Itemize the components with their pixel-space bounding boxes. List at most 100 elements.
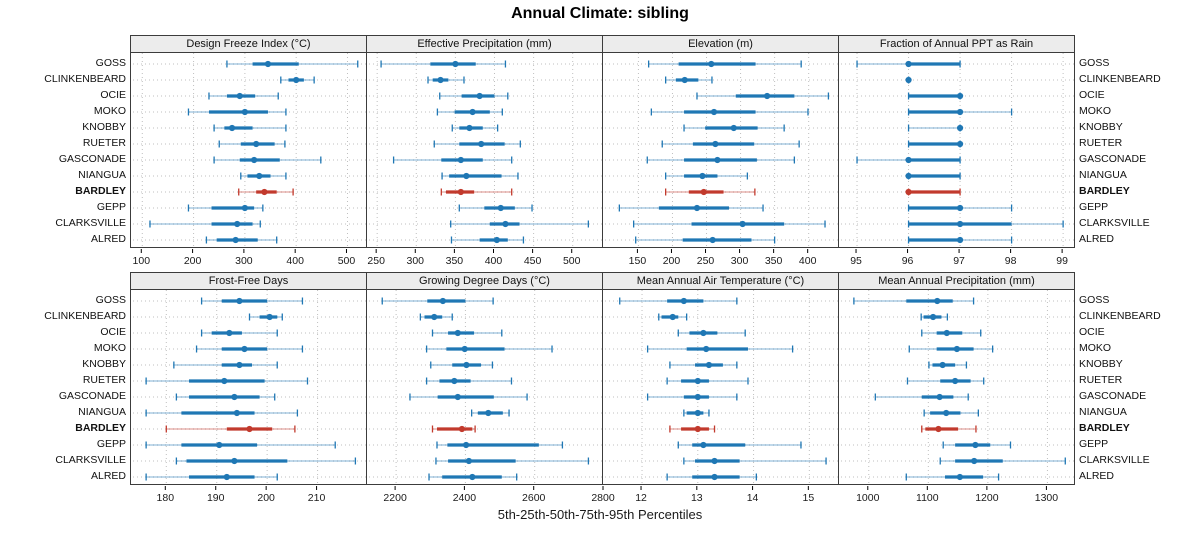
percentile-range-niangua	[683, 409, 710, 417]
median-dot	[956, 220, 964, 228]
median-dot	[241, 204, 248, 212]
percentile-range-goss	[619, 297, 738, 305]
median-dot	[232, 236, 239, 244]
median-dot	[943, 329, 950, 337]
percentile-range-goss	[380, 60, 507, 68]
panel-axis-mean-annual-precipitation-mm: 1000 1100 1200 1300	[838, 486, 1075, 504]
median-dot	[469, 108, 476, 116]
percentile-range-niangua	[470, 409, 510, 417]
median-dot	[705, 361, 713, 369]
site-label-rueter: RUETER	[82, 137, 126, 149]
site-label-alred: ALRED	[1079, 233, 1115, 245]
percentile-range-moko	[425, 345, 553, 353]
median-dot	[764, 92, 771, 100]
panel-plot-fraction-of-annual-ppt-as-rain	[838, 52, 1075, 249]
percentile-range-rueter	[433, 140, 521, 148]
percentile-range-alred	[905, 473, 1000, 481]
percentile-range-clinkenbeard	[665, 76, 713, 84]
percentile-range-clarksville	[939, 457, 1066, 465]
site-label-ocie: OCIE	[100, 89, 126, 101]
median-dot	[221, 377, 228, 385]
median-dot	[485, 409, 492, 417]
median-dot	[431, 313, 438, 321]
site-label-moko: MOKO	[93, 105, 126, 117]
percentile-range-clinkenbeard	[248, 313, 283, 321]
panel-header-fraction-of-annual-ppt-as-rain: Fraction of Annual PPT as Rain	[838, 35, 1075, 53]
median-dot	[711, 457, 718, 465]
percentile-range-alred	[205, 236, 278, 244]
percentile-range-moko	[908, 345, 994, 353]
median-dot	[956, 473, 963, 481]
axis-canvas-frost-free-days: 180 190 200 210	[157, 486, 326, 504]
panel-plot-elevation-m	[602, 52, 839, 249]
percentile-range-knobby	[928, 361, 968, 369]
site-label-clinkenbeard: CLINKENBEARD	[1079, 310, 1161, 322]
axis-tick-label: 210	[308, 492, 326, 504]
panel-canvas-design-freeze-index-c	[133, 53, 366, 249]
median-dot	[451, 377, 458, 385]
axis-tick-label: 400	[485, 255, 503, 267]
panel-plot-mean-annual-air-temperature-c	[602, 289, 839, 486]
percentile-range-rueter	[907, 140, 964, 148]
percentile-range-clarksville	[632, 220, 826, 228]
median-dot	[266, 313, 273, 321]
median-dot	[956, 124, 964, 132]
site-label-gepp: GEPP	[1079, 438, 1109, 450]
median-dot	[256, 172, 263, 180]
percentile-range-goss	[856, 60, 961, 68]
axis-tick-label: 300	[731, 255, 749, 267]
median-dot	[231, 393, 238, 401]
median-dot	[458, 425, 466, 433]
median-dot	[694, 425, 701, 433]
axis-tick-label: 14	[747, 492, 759, 504]
percentile-range-gasconade	[392, 156, 513, 164]
axis-tick-label: 190	[207, 492, 225, 504]
percentile-range-ocie	[208, 92, 279, 100]
median-dot	[246, 425, 253, 433]
percentile-range-knobby	[669, 361, 738, 369]
panel-axis-elevation-m: 150 200 250 300 350 400	[602, 249, 839, 267]
site-label-ocie: OCIE	[1079, 326, 1105, 338]
site-label-bardley: BARDLEY	[75, 422, 126, 434]
percentile-range-alred	[450, 236, 525, 244]
axis-tick-label: 96	[902, 255, 914, 267]
median-dot	[216, 441, 223, 449]
site-label-alred: ALRED	[1079, 470, 1115, 482]
percentile-range-bardley	[665, 188, 756, 196]
median-dot	[251, 156, 258, 164]
site-label-rueter: RUETER	[82, 374, 126, 386]
panel-plot-frost-free-days	[130, 289, 367, 486]
median-dot	[710, 108, 718, 116]
median-dot	[694, 393, 701, 401]
median-dot	[943, 409, 950, 417]
median-dot	[694, 409, 701, 417]
site-label-niangua: NIANGUA	[78, 406, 126, 418]
panel-axis-growing-degree-days-c: 2200 2400 2600 2800	[366, 486, 615, 504]
median-dot	[699, 172, 706, 180]
percentile-range-gepp	[907, 204, 1013, 212]
percentile-range-gasconade	[646, 156, 796, 164]
median-dot	[457, 188, 464, 196]
axis-canvas-elevation-m: 150 200 250 300 350 400	[629, 249, 817, 267]
percentile-range-goss	[647, 60, 802, 68]
percentile-range-bardley	[905, 188, 961, 196]
median-dot	[502, 220, 509, 228]
axis-tick-label: 200	[663, 255, 681, 267]
median-dot	[463, 172, 470, 180]
axis-tick-label: 1100	[916, 492, 939, 504]
axis-tick-label: 95	[850, 255, 862, 267]
panel-canvas-mean-annual-air-temperature-c	[605, 290, 838, 486]
panel-canvas-elevation-m	[605, 53, 838, 249]
axis-tick-label: 400	[799, 255, 817, 267]
site-label-gasconade: GASCONADE	[1079, 390, 1147, 402]
axis-tick-label: 2200	[383, 492, 407, 504]
site-label-clarksville: CLARKSVILLE	[55, 454, 126, 466]
panel-header-effective-precipitation-mm: Effective Precipitation (mm)	[366, 35, 603, 53]
panel-axis-mean-annual-air-temperature-c: 12 13 14 15	[602, 486, 839, 504]
median-dot	[939, 361, 946, 369]
percentile-range-clinkenbeard	[905, 76, 912, 84]
percentile-range-rueter	[425, 377, 513, 385]
panel-axis-fraction-of-annual-ppt-as-rain: 95 96 97 98 99	[838, 249, 1075, 267]
percentile-range-gasconade	[874, 393, 969, 401]
axis-tick-label: 100	[133, 255, 151, 267]
